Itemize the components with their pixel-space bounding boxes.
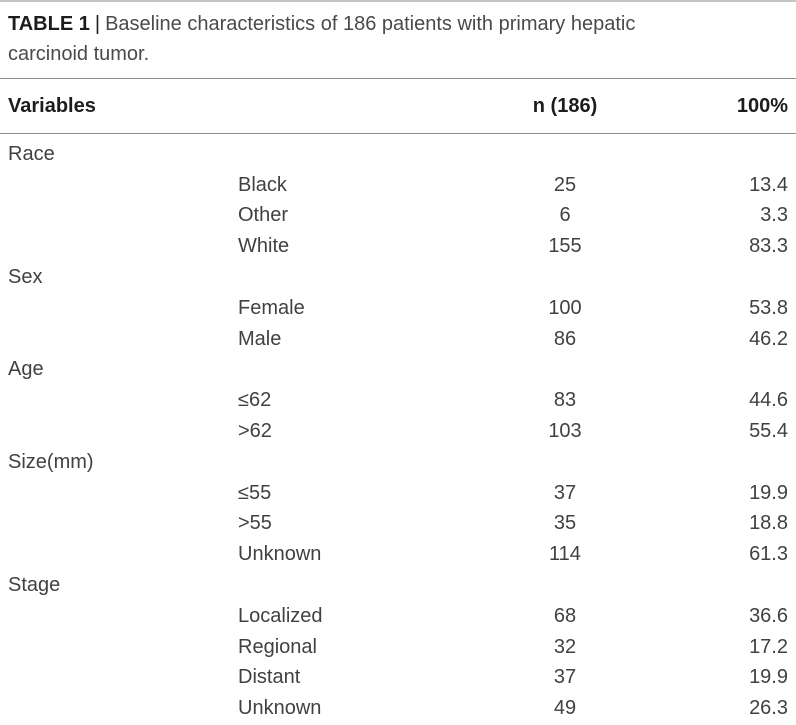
table-body: Race Black 25 13.4 Other 6 3.3 White 155 83.3 Sex F… <box>0 134 796 724</box>
row-label: White <box>238 235 290 258</box>
row-n-value: 86 <box>553 327 577 350</box>
section-row: Stage <box>0 570 796 601</box>
row-n-value: 49 <box>553 697 577 720</box>
section-label: Stage <box>8 574 61 597</box>
row-n-value: 25 <box>553 173 577 196</box>
section-row: Age <box>0 355 796 386</box>
data-row: ≤62 83 44.6 <box>0 385 796 416</box>
header-top-divider <box>0 78 796 79</box>
data-row: White 155 83.3 <box>0 231 796 262</box>
row-percent-value: 19.9 <box>749 481 788 504</box>
row-label: >55 <box>238 512 272 535</box>
data-row: Localized 68 36.6 <box>0 601 796 632</box>
row-percent-value: 61.3 <box>749 543 788 566</box>
row-percent-value: 36.6 <box>749 604 788 627</box>
data-row: Unknown 49 26.3 <box>0 693 796 724</box>
section-row: Size(mm) <box>0 447 796 478</box>
row-n-value: 100 <box>548 296 582 319</box>
column-header-variables: Variables <box>8 94 96 117</box>
table-caption-label: TABLE 1 <box>8 13 90 35</box>
row-label: ≤55 <box>238 481 272 504</box>
row-n-value: 37 <box>553 481 577 504</box>
caption-separator-bar: | <box>94 13 101 35</box>
row-n-value: 32 <box>553 635 577 658</box>
data-row: ≤55 37 19.9 <box>0 478 796 509</box>
data-row: Unknown 114 61.3 <box>0 539 796 570</box>
row-percent-value: 53.8 <box>749 296 788 319</box>
row-label: Unknown <box>238 543 322 566</box>
row-label: Female <box>238 296 305 319</box>
row-label: Male <box>238 327 282 350</box>
row-n-value: 83 <box>553 389 577 412</box>
row-percent-value: 13.4 <box>749 173 788 196</box>
data-row: Female 100 53.8 <box>0 293 796 324</box>
row-percent-value: 26.3 <box>749 697 788 720</box>
row-percent-value: 44.6 <box>749 389 788 412</box>
row-label: Unknown <box>238 697 322 720</box>
row-percent-value: 83.3 <box>749 235 788 258</box>
section-label: Sex <box>8 266 43 289</box>
row-label: ≤62 <box>238 389 272 412</box>
table-caption-text: Baseline characteristics of 186 patients… <box>8 13 636 65</box>
section-label: Age <box>8 358 44 381</box>
section-label: Race <box>8 142 55 165</box>
column-header-percent: 100% <box>736 94 788 117</box>
row-percent-value: 3.3 <box>760 204 788 227</box>
row-percent-value: 55.4 <box>749 420 788 443</box>
column-header-n: n (186) <box>532 94 598 117</box>
row-percent-value: 18.8 <box>749 512 788 535</box>
row-n-value: 68 <box>553 604 577 627</box>
row-label: Distant <box>238 666 301 689</box>
row-n-value: 6 <box>559 204 571 227</box>
section-row: Race <box>0 139 796 170</box>
data-row: Other 6 3.3 <box>0 201 796 232</box>
data-row: Black 25 13.4 <box>0 170 796 201</box>
row-n-value: 155 <box>548 235 582 258</box>
row-label: Other <box>238 204 289 227</box>
row-label: Localized <box>238 604 323 627</box>
data-row: Regional 32 17.2 <box>0 632 796 663</box>
row-n-value: 35 <box>553 512 577 535</box>
top-divider <box>0 0 796 2</box>
data-row: >62 103 55.4 <box>0 416 796 447</box>
data-row: Distant 37 19.9 <box>0 663 796 694</box>
data-row: >55 35 18.8 <box>0 509 796 540</box>
header-bottom-divider <box>0 133 796 134</box>
row-percent-value: 19.9 <box>749 666 788 689</box>
row-label: Regional <box>238 635 317 658</box>
table-caption: TABLE 1 | Baseline characteristics of 186 … <box>0 2 726 69</box>
section-label: Size(mm) <box>8 450 94 473</box>
row-n-value: 37 <box>553 666 577 689</box>
row-n-value: 103 <box>548 420 582 443</box>
row-label: >62 <box>238 420 272 443</box>
row-percent-value: 46.2 <box>749 327 788 350</box>
table-header-row: Variables n (186) 100% <box>0 79 796 133</box>
row-label: Black <box>238 173 287 196</box>
row-n-value: 114 <box>549 543 581 566</box>
data-row: Male 86 46.2 <box>0 324 796 355</box>
section-row: Sex <box>0 262 796 293</box>
row-percent-value: 17.2 <box>749 635 788 658</box>
